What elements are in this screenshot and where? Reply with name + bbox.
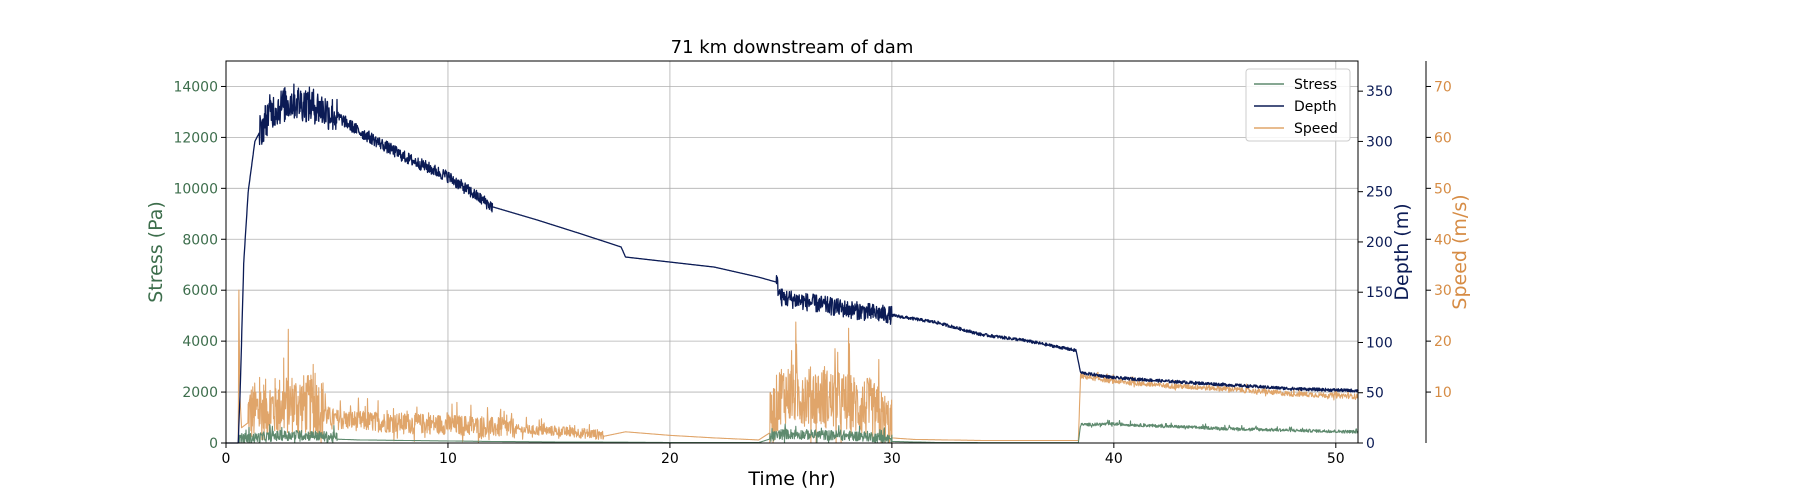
depth-tick-label: 100 bbox=[1366, 335, 1393, 351]
speed-tick-label: 60 bbox=[1434, 130, 1452, 146]
axes: 0 10 20 30 40 5002000400060008000100001200014… bbox=[173, 61, 1452, 467]
stress-tick-label: 10000 bbox=[173, 181, 218, 197]
stress-tick-label: 8000 bbox=[182, 232, 218, 248]
x-tick-label: 40 bbox=[1105, 451, 1123, 467]
legend-label-speed: Speed bbox=[1294, 121, 1338, 137]
depth-tick-label: 0 bbox=[1366, 436, 1375, 452]
depth-tick-label: 300 bbox=[1366, 134, 1393, 150]
stress-tick-label: 4000 bbox=[182, 334, 218, 350]
legend-label-stress: Stress bbox=[1294, 77, 1337, 93]
speed-tick-label: 40 bbox=[1434, 232, 1452, 248]
stress-tick-label: 6000 bbox=[182, 283, 218, 299]
depth-tick-label: 350 bbox=[1366, 84, 1393, 100]
speed-tick-label: 70 bbox=[1434, 79, 1452, 95]
stress-tick-label: 2000 bbox=[182, 385, 218, 401]
depth-axis-label: Depth (m) bbox=[1391, 203, 1413, 300]
x-tick-label: 50 bbox=[1327, 451, 1345, 467]
plot-frame bbox=[225, 60, 1359, 444]
stress-tick-label: 14000 bbox=[173, 79, 218, 95]
speed-axis-label: Speed (m/s) bbox=[1449, 194, 1471, 309]
legend-box bbox=[1245, 68, 1351, 142]
x-tick-label: 20 bbox=[661, 451, 679, 467]
speed-tick-label: 10 bbox=[1434, 385, 1452, 401]
series-line-speed bbox=[225, 289, 1359, 444]
x-axis-label: Time (hr) bbox=[747, 468, 835, 490]
stress-tick-label: 12000 bbox=[173, 130, 218, 146]
series-line-stress bbox=[225, 419, 1359, 444]
stress-tick-label: 0 bbox=[209, 436, 218, 452]
legend: Stress Depth Speed bbox=[1245, 68, 1351, 142]
depth-tick-label: 250 bbox=[1366, 185, 1393, 201]
series-line-depth bbox=[225, 83, 1359, 444]
x-tick-label: 0 bbox=[222, 451, 231, 467]
x-tick-label: 10 bbox=[439, 451, 457, 467]
depth-tick-label: 200 bbox=[1366, 235, 1393, 251]
series-layer bbox=[225, 83, 1359, 444]
depth-tick-label: 50 bbox=[1366, 386, 1384, 402]
stress-axis-label: Stress (Pa) bbox=[145, 201, 167, 303]
x-tick-label: 30 bbox=[883, 451, 901, 467]
depth-tick-label: 150 bbox=[1366, 285, 1393, 301]
legend-label-depth: Depth bbox=[1294, 99, 1337, 115]
speed-tick-label: 50 bbox=[1434, 181, 1452, 197]
speed-tick-label: 20 bbox=[1434, 334, 1452, 350]
chart-title: 71 km downstream of dam bbox=[671, 37, 914, 58]
speed-tick-label: 30 bbox=[1434, 283, 1452, 299]
